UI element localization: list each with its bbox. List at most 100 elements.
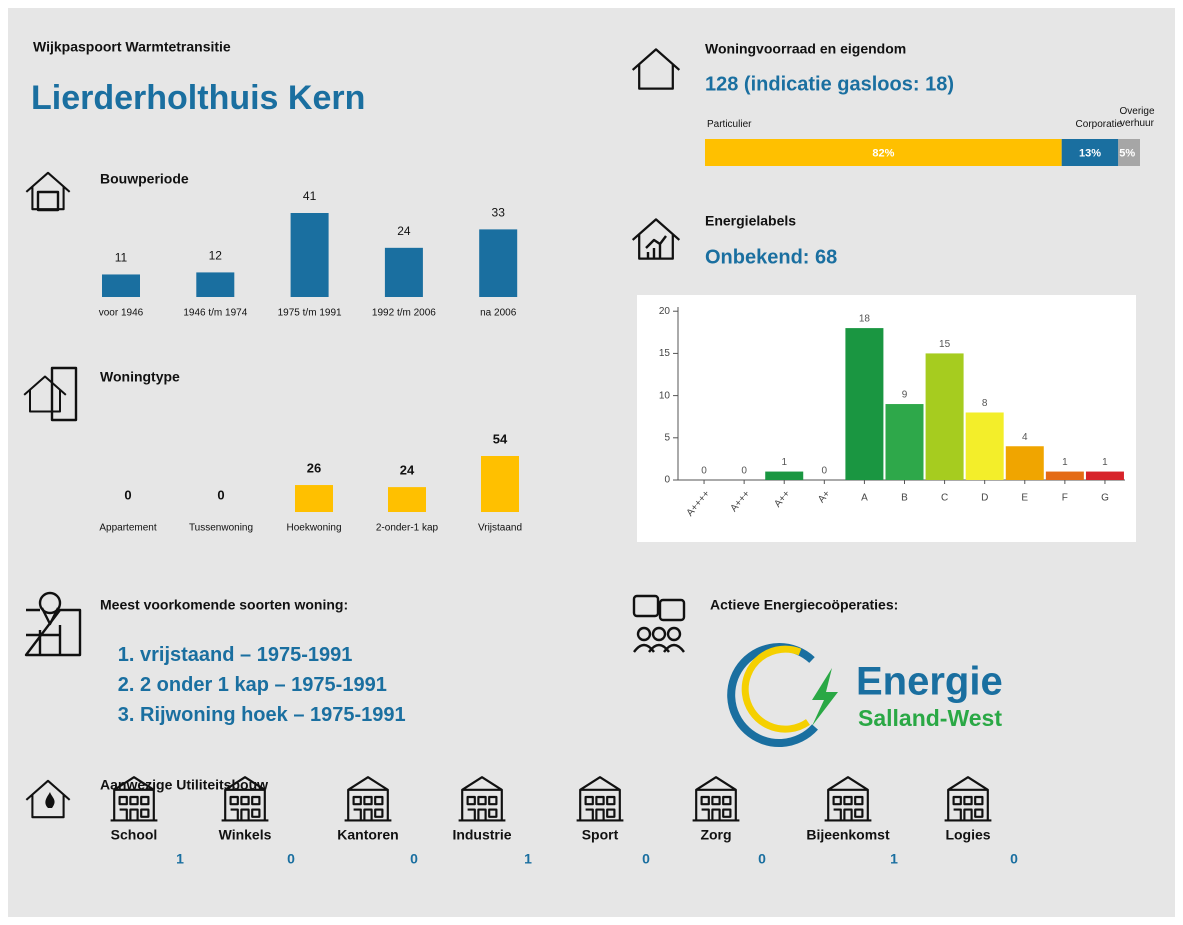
legend-label: Particulier bbox=[707, 119, 752, 130]
building-count: 1 bbox=[524, 851, 532, 867]
bar bbox=[384, 247, 423, 297]
building-count: 0 bbox=[642, 851, 650, 867]
logo: Energie Salland-West bbox=[727, 643, 1003, 748]
headline: 128 (indicatie gasloos: 18) bbox=[705, 73, 954, 95]
section-title: Woningtype bbox=[100, 369, 180, 385]
value-label: 8 bbox=[982, 398, 988, 409]
category-label: Vrijstaand bbox=[478, 523, 522, 534]
y-tick-label: 5 bbox=[664, 432, 670, 443]
bar bbox=[481, 456, 519, 512]
value-label: 0 bbox=[701, 466, 707, 477]
y-tick-label: 20 bbox=[659, 306, 671, 317]
category-label: 1946 t/m 1974 bbox=[183, 308, 247, 319]
value-label: 0 bbox=[124, 487, 131, 502]
list-item: Rijwoning hoek – 1975-1991 bbox=[140, 700, 406, 730]
icon bbox=[36, 190, 60, 212]
bar bbox=[295, 485, 333, 512]
value-label: 0 bbox=[741, 466, 747, 477]
bar bbox=[885, 404, 924, 480]
building-label: Industrie bbox=[452, 827, 511, 843]
value-label: 26 bbox=[307, 460, 321, 475]
building-label: Winkels bbox=[219, 827, 272, 843]
value-label: 5% bbox=[1119, 147, 1135, 159]
y-tick-label: 0 bbox=[664, 475, 670, 486]
subtitle: Wijkpaspoort Warmtetransitie bbox=[33, 39, 231, 55]
building-count: 0 bbox=[1010, 851, 1018, 867]
section-title: Woningvoorraad en eigendom bbox=[705, 41, 906, 57]
value-label: 0 bbox=[217, 487, 224, 502]
x-tick-label: F bbox=[1062, 493, 1068, 504]
icon bbox=[45, 792, 55, 808]
value-label: 1 bbox=[1102, 457, 1108, 468]
logo-region: Salland-West bbox=[858, 705, 1002, 731]
value-label: 18 bbox=[859, 314, 871, 325]
value-label: 4 bbox=[1022, 432, 1028, 443]
value-label: 24 bbox=[397, 224, 411, 238]
logo-bolt bbox=[812, 668, 838, 726]
value-label: 13% bbox=[1079, 147, 1101, 159]
icon bbox=[645, 235, 667, 258]
x-tick-label: A bbox=[861, 493, 868, 504]
bar-segment bbox=[705, 139, 1062, 166]
value-label: 82% bbox=[872, 147, 894, 159]
x-tick-label: E bbox=[1021, 493, 1028, 504]
section-title: Actieve Energiecoöperaties: bbox=[710, 597, 898, 613]
bar bbox=[479, 229, 518, 297]
value-label: 11 bbox=[115, 251, 128, 265]
x-tick-label: D bbox=[981, 493, 988, 504]
logo-name: Energie bbox=[856, 660, 1003, 704]
building-count: 0 bbox=[758, 851, 766, 867]
value-label: 24 bbox=[400, 463, 415, 478]
logo-arc bbox=[741, 645, 810, 733]
building-label: Zorg bbox=[700, 827, 731, 843]
building-count: 1 bbox=[176, 851, 184, 867]
bar bbox=[965, 412, 1004, 480]
x-tick-label: C bbox=[941, 493, 948, 504]
section-title: Energielabels bbox=[705, 213, 796, 229]
legend-label: Corporatie bbox=[1075, 119, 1123, 130]
bar bbox=[845, 328, 884, 480]
category-label: Hoekwoning bbox=[286, 523, 341, 534]
building-label: Sport bbox=[582, 827, 619, 843]
value-label: 0 bbox=[822, 466, 828, 477]
headline: Onbekend: 68 bbox=[705, 246, 837, 268]
building-label: Logies bbox=[945, 827, 990, 843]
bar bbox=[196, 272, 235, 297]
y-tick-label: 15 bbox=[659, 348, 671, 359]
value-label: 54 bbox=[493, 431, 508, 446]
section-title: Bouwperiode bbox=[100, 171, 189, 187]
category-label: Appartement bbox=[99, 523, 156, 534]
value-label: 15 bbox=[939, 339, 951, 350]
bar bbox=[102, 274, 140, 297]
bar bbox=[1045, 471, 1084, 480]
building-count: 0 bbox=[410, 851, 418, 867]
category-label: Tussenwoning bbox=[189, 523, 253, 534]
building-label: School bbox=[111, 827, 158, 843]
value-label: 9 bbox=[902, 390, 908, 401]
icon bbox=[50, 366, 78, 422]
bar bbox=[925, 353, 964, 480]
section-title: Meest voorkomende soorten woning: bbox=[100, 597, 348, 613]
building-count: 0 bbox=[287, 851, 295, 867]
category-label: 1992 t/m 2006 bbox=[372, 308, 436, 319]
title: Lierderholthuis Kern bbox=[31, 79, 365, 117]
value-label: 12 bbox=[209, 249, 223, 263]
building-label: Bijeenkomst bbox=[806, 827, 890, 843]
building-count: 1 bbox=[890, 851, 898, 867]
icon bbox=[24, 591, 82, 657]
building-label: Kantoren bbox=[337, 827, 398, 843]
value-label: 33 bbox=[492, 206, 506, 220]
list-item: vrijstaand – 1975-1991 bbox=[140, 640, 406, 670]
category-label: na 2006 bbox=[480, 308, 517, 319]
value-label: 41 bbox=[303, 189, 317, 203]
icon bbox=[632, 594, 686, 653]
legend-label: Overige verhuur bbox=[1119, 106, 1155, 129]
y-tick-label: 10 bbox=[659, 390, 671, 401]
bar bbox=[388, 487, 426, 512]
category-label: voor 1946 bbox=[99, 308, 144, 319]
bar-segment bbox=[1061, 139, 1119, 166]
bar bbox=[290, 213, 329, 297]
bar bbox=[765, 471, 804, 480]
x-tick-label: B bbox=[901, 493, 908, 504]
